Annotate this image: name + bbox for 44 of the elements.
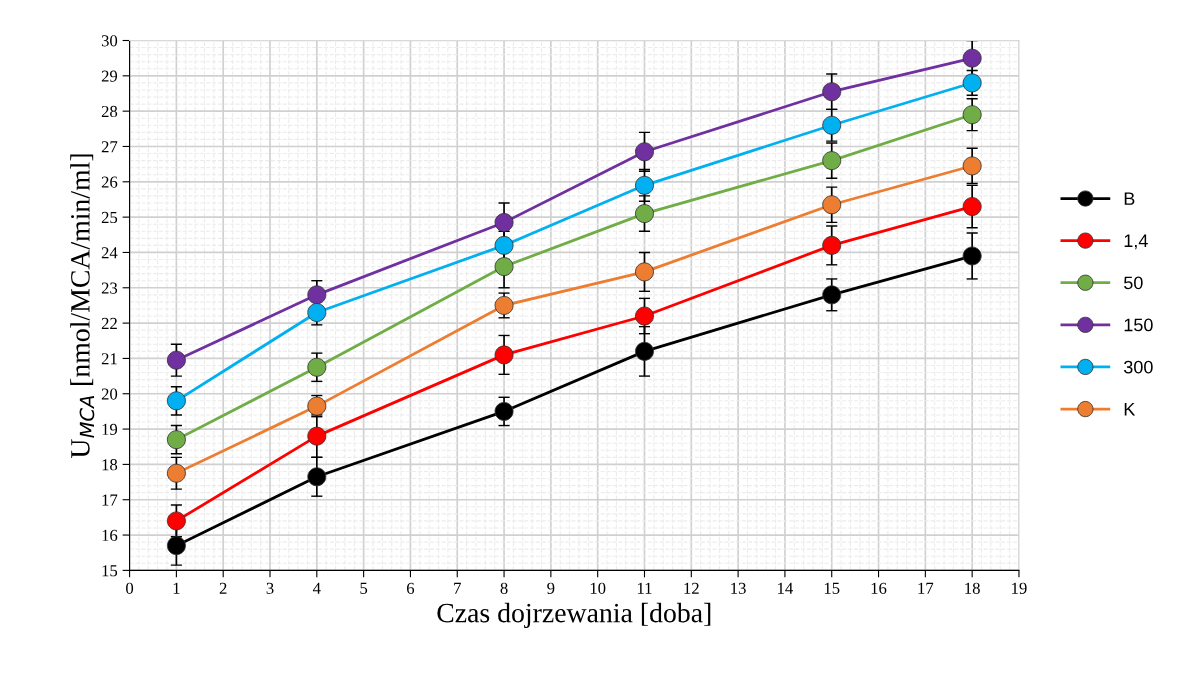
y-tick-label: 23 bbox=[101, 282, 118, 294]
x-tick-label: 10 bbox=[590, 582, 606, 594]
x-tick-label: 18 bbox=[965, 582, 980, 594]
legend-label: 150 bbox=[1124, 318, 1153, 332]
y-tick-label: 29 bbox=[101, 70, 118, 82]
x-tick-label: 2 bbox=[219, 582, 227, 594]
x-tick-label: 13 bbox=[731, 582, 746, 594]
legend-label: 300 bbox=[1123, 360, 1153, 374]
x-tick-label: 3 bbox=[266, 582, 274, 594]
x-tick-label: 16 bbox=[871, 582, 887, 594]
x-tick-label: 17 bbox=[918, 582, 934, 594]
x-tick-label: 8 bbox=[500, 582, 508, 594]
x-tick-label: 1 bbox=[173, 582, 180, 594]
x-tick-label: 12 bbox=[684, 582, 699, 594]
y-tick-label: 27 bbox=[101, 141, 118, 153]
y-tick-label: 21 bbox=[101, 353, 117, 365]
legend-label: B bbox=[1124, 192, 1135, 205]
y-tick-label: 25 bbox=[101, 211, 118, 224]
x-tick-label: 4 bbox=[312, 582, 321, 594]
y-tick-label: 19 bbox=[102, 423, 118, 436]
y-tick-label: 22 bbox=[101, 317, 117, 329]
x-axis-title: Czas dojrzewania [doba] bbox=[437, 602, 711, 629]
x-tick-label: 9 bbox=[547, 582, 555, 594]
x-tick-label: 11 bbox=[637, 582, 652, 594]
x-tick-label: 5 bbox=[360, 582, 368, 594]
legend-label: K bbox=[1124, 402, 1136, 416]
x-tick-label: 7 bbox=[454, 582, 461, 594]
x-tick-label: 6 bbox=[406, 582, 415, 594]
x-tick-label: 0 bbox=[126, 582, 134, 594]
y-tick-label: 28 bbox=[101, 105, 118, 118]
x-tick-label: 15 bbox=[824, 582, 840, 594]
legend-label: 1,4 bbox=[1124, 234, 1148, 250]
y-tick-label: 30 bbox=[101, 35, 118, 47]
y-tick-label: 24 bbox=[101, 247, 118, 259]
x-tick-label: 19 bbox=[1012, 582, 1027, 594]
y-tick-label: 17 bbox=[102, 494, 118, 506]
y-axis-title: U$_{MCA}$ [nmol/MCA/min/ml] bbox=[70, 154, 95, 459]
y-tick-label: 15 bbox=[102, 565, 118, 577]
legend-label: 50 bbox=[1124, 276, 1143, 290]
y-tick-label: 20 bbox=[101, 388, 118, 400]
y-tick-label: 26 bbox=[101, 176, 118, 188]
x-tick-label: 14 bbox=[778, 582, 793, 594]
y-tick-label: 16 bbox=[102, 529, 118, 541]
y-tick-label: 18 bbox=[102, 459, 118, 471]
